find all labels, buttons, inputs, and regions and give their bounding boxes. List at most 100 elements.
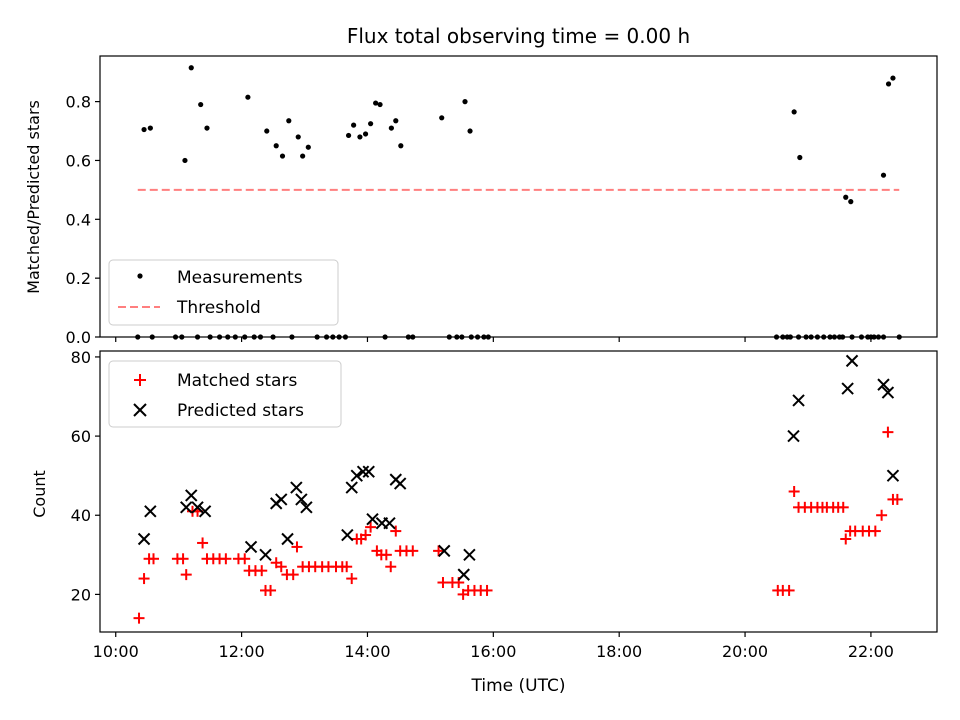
matched-stars-point xyxy=(380,549,392,561)
measurement-point xyxy=(147,125,153,131)
matched-stars-point xyxy=(346,573,358,585)
predicted-stars-point xyxy=(841,382,854,395)
top-panel-frame xyxy=(99,55,938,338)
measurement-point xyxy=(305,144,311,150)
matched-stars-point xyxy=(882,426,894,438)
legend-measurements-marker xyxy=(137,273,143,279)
predicted-stars-point xyxy=(350,469,363,482)
matched-stars-point xyxy=(876,509,888,521)
top-y-axis-label: Matched/Predicted stars xyxy=(24,100,43,294)
x-tick-label: 12:00 xyxy=(219,642,265,661)
predicted-stars-point xyxy=(383,516,396,530)
predicted-stars-point xyxy=(886,469,900,482)
bottom-y-axis-label: Count xyxy=(30,470,49,518)
predicted-stars-point xyxy=(300,501,313,514)
y-tick-label: 0.8 xyxy=(66,93,91,112)
y-tick-label: 0.2 xyxy=(66,269,91,288)
matched-stars-point xyxy=(133,612,145,624)
measurement-point xyxy=(880,172,887,178)
y-tick-label: 0.0 xyxy=(66,328,91,347)
matched-stars-point xyxy=(239,553,251,565)
y-tick-label: 0.4 xyxy=(66,210,91,229)
measurement-point xyxy=(797,154,803,161)
matched-stars-point xyxy=(138,573,150,585)
predicted-stars-point xyxy=(137,532,151,546)
predicted-stars-point xyxy=(457,568,470,581)
y-tick-label: 60 xyxy=(71,427,91,446)
measurement-point xyxy=(467,128,473,134)
legend-matched-label: Matched stars xyxy=(177,371,297,391)
predicted-stars-point xyxy=(792,394,805,407)
predicted-stars-point xyxy=(275,493,288,506)
matched-stars-point xyxy=(275,561,287,573)
measurement-point xyxy=(439,115,445,121)
predicted-stars-point xyxy=(191,501,204,514)
x-tick-label: 20:00 xyxy=(722,642,768,661)
x-tick-label: 22:00 xyxy=(848,642,894,661)
predicted-stars-point xyxy=(198,505,212,518)
predicted-stars-point xyxy=(356,465,370,478)
bottom-legend-box xyxy=(108,360,342,428)
measurement-point xyxy=(141,126,147,133)
matched-stars-point xyxy=(197,537,209,549)
matched-stars-point xyxy=(783,584,795,596)
matched-stars-point xyxy=(220,553,232,565)
x-tick-label: 16:00 xyxy=(470,642,516,661)
measurement-point xyxy=(245,94,251,100)
measurement-point xyxy=(843,194,849,200)
matched-stars-point xyxy=(437,577,449,589)
measurement-point xyxy=(345,132,352,139)
matched-stars-point xyxy=(433,545,445,557)
measurement-point xyxy=(791,109,797,115)
measurement-point xyxy=(362,131,369,137)
predicted-stars-point xyxy=(144,505,157,518)
measurement-point xyxy=(368,121,374,127)
matched-stars-point xyxy=(180,569,192,581)
x-tick-label: 10:00 xyxy=(93,642,139,661)
predicted-stars-point xyxy=(787,429,800,443)
matched-stars-point xyxy=(788,486,800,497)
measurement-point xyxy=(848,199,854,205)
measurement-point xyxy=(300,153,306,159)
predicted-stars-point xyxy=(345,481,358,494)
x-tick-label: 18:00 xyxy=(596,642,642,661)
predicted-stars-point xyxy=(366,512,379,526)
predicted-stars-point xyxy=(438,544,451,558)
matched-stars-point xyxy=(840,533,852,545)
predicted-stars-point xyxy=(362,465,375,478)
legend-matched-marker xyxy=(134,374,146,386)
measurement-point xyxy=(357,134,363,140)
measurement-point xyxy=(890,75,896,81)
matched-stars-point xyxy=(365,521,377,533)
matched-stars-point xyxy=(265,584,277,596)
y-tick-label: 0.6 xyxy=(66,151,91,170)
predicted-stars-point xyxy=(295,493,308,506)
predicted-stars-point xyxy=(281,532,294,546)
predicted-stars-point xyxy=(877,378,890,391)
top-panel: Flux total observing time = 0.00 h Match… xyxy=(24,24,938,347)
legend-predicted-label: Predicted stars xyxy=(177,401,304,421)
predicted-stars-point xyxy=(881,386,895,399)
measurement-point xyxy=(264,128,270,134)
measurement-point xyxy=(351,122,357,128)
matched-stars-point xyxy=(147,553,159,565)
predicted-stars-point xyxy=(259,548,272,562)
predicted-stars-point xyxy=(845,354,859,368)
x-axis-label: Time (UTC) xyxy=(471,676,566,696)
matched-stars-point xyxy=(481,584,493,596)
measurement-point xyxy=(462,99,468,105)
y-tick-label: 20 xyxy=(71,585,91,604)
matched-stars-point xyxy=(390,525,402,537)
measurement-point xyxy=(286,118,292,124)
measurement-point xyxy=(388,125,394,131)
matched-stars-point xyxy=(891,493,903,505)
bottom-panel: Count Time (UTC) 10:00 12:00 14:00 16:00 18:… xyxy=(30,348,938,696)
matched-stars-point xyxy=(291,541,303,553)
bottom-legend: Matched stars Predicted stars xyxy=(108,360,342,428)
matched-stars-point xyxy=(177,553,189,565)
measurement-point xyxy=(885,81,892,87)
predicted-stars-point xyxy=(290,481,303,494)
matched-stars-point xyxy=(287,569,299,581)
top-legend-box xyxy=(108,259,339,326)
